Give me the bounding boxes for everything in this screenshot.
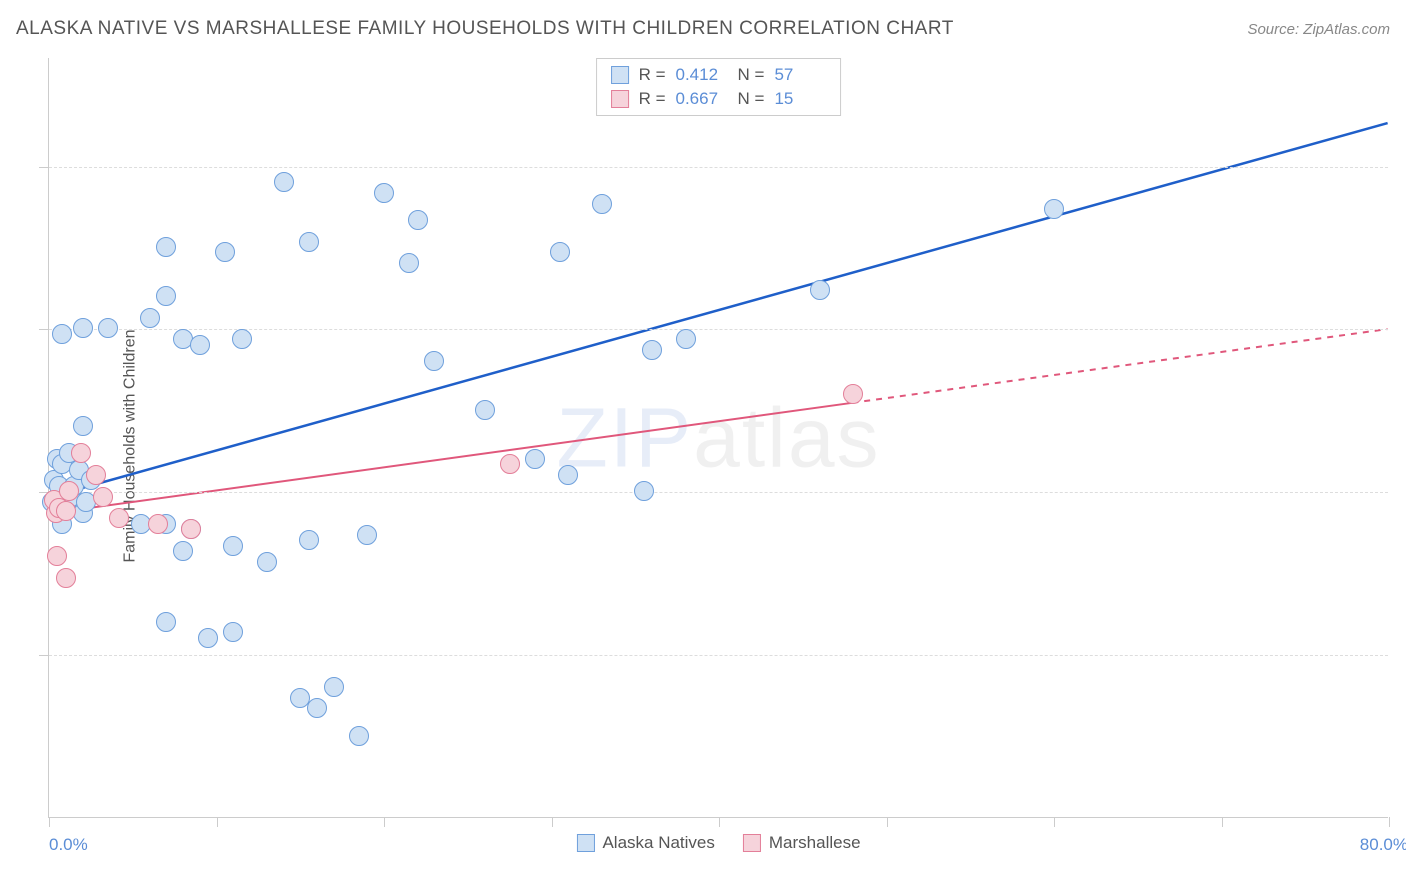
x-axis-tick [1054,817,1055,827]
data-point [223,622,243,642]
n-value-alaska: 57 [774,65,826,85]
data-point [324,677,344,697]
data-point [215,242,235,262]
y-axis-tick [39,655,49,656]
data-point [257,552,277,572]
data-point [156,286,176,306]
gridline [49,167,1388,168]
x-axis-tick [719,817,720,827]
data-point [56,568,76,588]
r-label: R = [639,89,666,109]
data-point [525,449,545,469]
legend-item-marshallese: Marshallese [743,833,861,853]
y-axis-tick [39,167,49,168]
data-point [634,481,654,501]
data-point [299,232,319,252]
legend-label-marshallese: Marshallese [769,833,861,853]
data-point [109,508,129,528]
data-point [181,519,201,539]
legend-item-alaska: Alaska Natives [576,833,714,853]
chart-title: ALASKA NATIVE VS MARSHALLESE FAMILY HOUS… [16,18,954,40]
x-axis-tick [887,817,888,827]
stats-row-marshallese: R = 0.667 N = 15 [611,87,827,111]
trend-lines-layer [49,58,1388,817]
r-label: R = [639,65,666,85]
series-legend: Alaska Natives Marshallese [576,833,860,853]
data-point [47,546,67,566]
legend-label-alaska: Alaska Natives [602,833,714,853]
data-point [140,308,160,328]
y-axis-tick [39,329,49,330]
data-point [71,443,91,463]
data-point [357,525,377,545]
x-axis-tick [552,817,553,827]
data-point [810,280,830,300]
trend-line-solid [49,403,852,514]
x-axis-max-label: 80.0% [1360,835,1406,855]
data-point [52,324,72,344]
trend-line-solid [49,123,1387,497]
x-axis-tick [1389,817,1390,827]
trend-line-dashed [852,329,1387,403]
chart-source: Source: ZipAtlas.com [1247,21,1390,38]
data-point [93,487,113,507]
data-point [558,465,578,485]
watermark: ZIPatlas [556,389,880,486]
n-value-marshallese: 15 [774,89,826,109]
data-point [349,726,369,746]
data-point [1044,199,1064,219]
data-point [190,335,210,355]
data-point [475,400,495,420]
r-value-alaska: 0.412 [676,65,728,85]
watermark-part-b: atlas [693,390,880,484]
x-axis-tick [1222,817,1223,827]
legend-swatch-alaska [611,66,629,84]
data-point [59,481,79,501]
data-point [56,501,76,521]
data-point [408,210,428,230]
legend-swatch-marshallese [611,90,629,108]
gridline [49,492,1388,493]
data-point [642,340,662,360]
data-point [374,183,394,203]
gridline [49,655,1388,656]
plot-area: ZIPatlas R = 0.412 N = 57 R = 0.667 N = … [48,58,1388,818]
data-point [73,318,93,338]
data-point [156,612,176,632]
chart-header: ALASKA NATIVE VS MARSHALLESE FAMILY HOUS… [16,18,1390,40]
n-label: N = [738,65,765,85]
x-axis-tick [49,817,50,827]
data-point [232,329,252,349]
data-point [274,172,294,192]
r-value-marshallese: 0.667 [676,89,728,109]
data-point [399,253,419,273]
data-point [843,384,863,404]
x-axis-tick [384,817,385,827]
data-point [198,628,218,648]
data-point [223,536,243,556]
gridline [49,329,1388,330]
data-point [424,351,444,371]
stats-legend: R = 0.412 N = 57 R = 0.667 N = 15 [596,58,842,116]
data-point [148,514,168,534]
x-axis-min-label: 0.0% [49,835,88,855]
data-point [86,465,106,485]
data-point [98,318,118,338]
data-point [307,698,327,718]
n-label: N = [738,89,765,109]
data-point [299,530,319,550]
data-point [173,541,193,561]
data-point [156,237,176,257]
data-point [592,194,612,214]
x-axis-tick [217,817,218,827]
data-point [500,454,520,474]
legend-swatch-marshallese [743,834,761,852]
data-point [676,329,696,349]
stats-row-alaska: R = 0.412 N = 57 [611,63,827,87]
data-point [550,242,570,262]
data-point [73,416,93,436]
legend-swatch-alaska [576,834,594,852]
